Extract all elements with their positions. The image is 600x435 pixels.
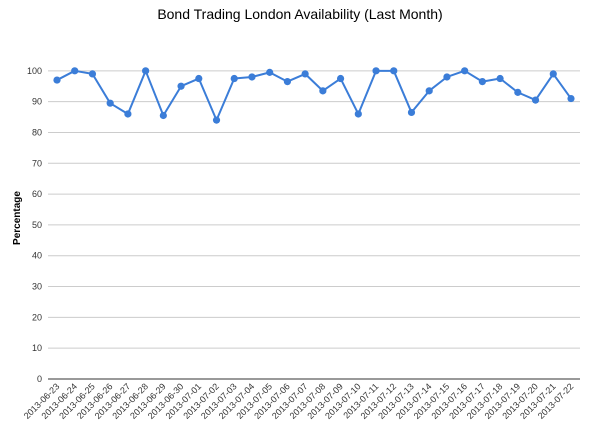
gridlines [48, 70, 580, 380]
chart-title: Bond Trading London Availability (Last M… [157, 6, 442, 22]
data-point [71, 67, 79, 75]
y-tick-label: 50 [32, 220, 42, 230]
y-tick-label: 10 [32, 343, 42, 353]
data-point [443, 73, 451, 81]
y-tick-label: 100 [27, 66, 42, 76]
data-point [106, 99, 114, 107]
data-point [124, 110, 132, 118]
data-point [212, 116, 221, 124]
data-point [195, 74, 203, 83]
data-point [407, 108, 416, 117]
data-point [461, 67, 469, 75]
data-point [283, 78, 292, 86]
data-point [496, 74, 504, 83]
data-point [531, 96, 540, 104]
series-line [56, 69, 572, 122]
y-tick-label: 70 [32, 158, 42, 168]
data-point [248, 73, 256, 81]
series-line-layer [56, 69, 572, 122]
data-point [478, 78, 486, 86]
data-point [319, 87, 327, 95]
y-tick-label: 60 [32, 189, 42, 199]
data-point [549, 70, 557, 78]
data-point [142, 67, 150, 75]
data-point [88, 70, 97, 78]
y-tick-label: 80 [32, 127, 42, 137]
y-tick-label: 20 [32, 312, 42, 322]
y-tick-label: 40 [32, 251, 42, 261]
data-point [230, 74, 238, 83]
data-point [372, 67, 380, 75]
data-point [159, 111, 167, 120]
data-point [390, 67, 398, 75]
y-tick-label: 0 [37, 374, 42, 384]
x-tick-labels: 2013-06-232013-06-242013-06-252013-06-26… [22, 381, 576, 421]
data-point [53, 76, 61, 84]
data-point [514, 88, 522, 96]
data-point [336, 74, 345, 83]
data-points [53, 67, 575, 124]
y-tick-label: 30 [32, 282, 42, 292]
data-point [177, 82, 185, 90]
data-point [567, 94, 575, 103]
data-point [301, 70, 309, 78]
y-axis-label: Percentage [12, 191, 23, 245]
data-point [425, 87, 433, 95]
y-tick-label: 90 [32, 97, 42, 107]
y-tick-labels: 0 10 20 30 40 50 60 70 80 90 100 [27, 66, 42, 384]
data-point [266, 68, 274, 76]
data-point [354, 110, 362, 118]
